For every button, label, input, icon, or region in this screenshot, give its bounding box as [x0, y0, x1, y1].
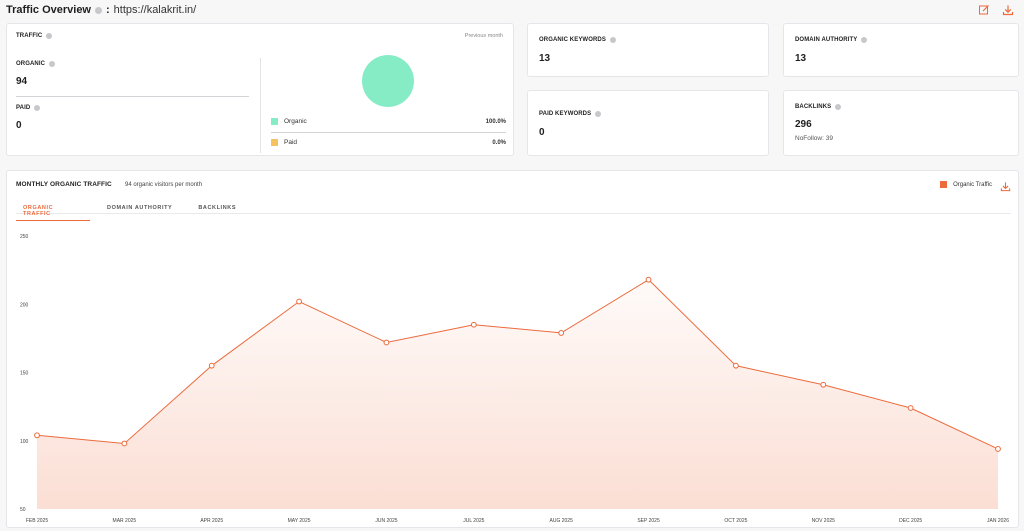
traffic-line-chart: 50 100 150 200 250 FEB 2025 MAR 2025 APR 2025 MA…	[20, 234, 1009, 524]
traffic-label: TRAFFIC	[16, 33, 53, 39]
tab-divider	[16, 213, 1011, 214]
info-icon[interactable]	[861, 37, 868, 43]
backlinks-card: BACKLINKS 296 NoFollow: 39	[783, 90, 1019, 156]
divider	[271, 132, 506, 133]
organic-label: ORGANIC	[16, 61, 56, 67]
x-tick-label: FEB 2025	[26, 518, 48, 524]
info-icon[interactable]	[609, 37, 616, 43]
data-point[interactable]	[558, 330, 565, 336]
x-tick-label: JUN 2025	[375, 518, 397, 524]
data-point[interactable]	[907, 405, 914, 411]
x-tick-label: JAN 2026	[987, 518, 1009, 524]
title-separator: :	[106, 4, 110, 16]
legend-swatch	[940, 181, 948, 188]
edit-icon[interactable]	[978, 3, 990, 15]
x-tick-label: AUG 2025	[550, 518, 574, 524]
y-tick-label: 100	[20, 439, 29, 445]
organic-keywords-value: 13	[539, 53, 551, 64]
data-point[interactable]	[820, 381, 827, 388]
x-tick-label: OCT 2025	[724, 518, 747, 524]
tab-organic-traffic[interactable]: ORGANIC TRAFFIC	[16, 204, 90, 221]
nofollow-count: NoFollow: 39	[795, 135, 833, 142]
paid-keywords-value: 0	[539, 127, 545, 138]
legend-paid-pct: 0.0%	[492, 139, 506, 146]
tab-domain-authority[interactable]: DOMAIN AUTHORITY	[107, 205, 173, 211]
info-icon[interactable]	[595, 111, 602, 117]
paid-label: PAID	[16, 105, 41, 111]
domain-url: https://kalakrit.in/	[113, 4, 197, 16]
legend-paid-name: Paid	[284, 139, 298, 146]
x-tick-label: MAY 2025	[288, 518, 311, 524]
toolbar	[978, 3, 1014, 16]
info-icon[interactable]	[835, 104, 842, 110]
y-tick-label: 200	[20, 302, 29, 308]
download-icon[interactable]	[1002, 3, 1014, 16]
page-header: Traffic Overview : https://kalakrit.in/	[6, 2, 196, 18]
backlinks-label: BACKLINKS	[795, 104, 842, 110]
paid-value: 0	[16, 120, 22, 131]
y-tick-label: 50	[20, 507, 26, 513]
x-tick-label: SEP 2025	[637, 518, 660, 524]
data-point[interactable]	[995, 446, 1001, 452]
organic-keywords-card: ORGANIC KEYWORDS 13	[527, 23, 769, 77]
monthly-traffic-card: 50 100 150 200 250 FEB 2025 MAR 2025 APR 2025 MA…	[6, 170, 1019, 528]
tab-backlinks[interactable]: BACKLINKS	[198, 205, 237, 211]
paid-swatch	[271, 139, 278, 146]
domain-authority-value: 13	[795, 53, 807, 64]
period-label: Previous month	[464, 33, 503, 39]
x-tick-label: DEC 2025	[899, 518, 922, 524]
series-area	[37, 279, 998, 509]
series-line	[36, 279, 999, 450]
paid-keywords-card: PAID KEYWORDS 0	[527, 90, 769, 156]
legend-label: Organic Traffic	[953, 181, 992, 188]
legend-organic: Organic 100.0%	[271, 118, 506, 125]
data-point[interactable]	[645, 276, 652, 283]
chart-legend[interactable]: Organic Traffic	[940, 181, 992, 188]
traffic-card: TRAFFIC Previous month ORGANIC 94 PAID 0…	[6, 23, 514, 156]
data-point[interactable]	[383, 339, 390, 346]
data-point[interactable]	[34, 432, 40, 439]
data-point[interactable]	[121, 440, 128, 447]
y-tick-label: 150	[20, 371, 29, 377]
download-icon[interactable]	[1000, 179, 1011, 192]
info-icon[interactable]	[49, 61, 56, 67]
y-tick-label: 250	[20, 234, 29, 240]
data-point[interactable]	[470, 321, 477, 328]
organic-value: 94	[16, 76, 28, 87]
page-title: Traffic Overview	[6, 4, 91, 16]
legend-organic-pct: 100.0%	[485, 118, 506, 125]
monthly-label: MONTHLY ORGANIC TRAFFIC	[16, 181, 112, 188]
info-icon[interactable]	[46, 33, 53, 39]
vertical-divider	[260, 58, 261, 153]
divider	[16, 96, 249, 97]
info-icon[interactable]	[34, 105, 41, 111]
monthly-subtitle: 94 organic visitors per month	[125, 182, 203, 188]
organic-swatch	[271, 118, 278, 125]
x-tick-label: JUL 2025	[463, 518, 484, 524]
x-tick-label: APR 2025	[200, 518, 223, 524]
domain-authority-card: DOMAIN AUTHORITY 13	[783, 23, 1019, 77]
legend-organic-name: Organic	[284, 118, 307, 125]
domain-authority-label: DOMAIN AUTHORITY	[795, 37, 868, 43]
info-icon[interactable]	[95, 6, 102, 14]
traffic-pie-chart[interactable]	[362, 55, 414, 107]
data-point[interactable]	[296, 298, 302, 305]
x-tick-label: NOV 2025	[812, 518, 836, 524]
organic-keywords-label: ORGANIC KEYWORDS	[539, 37, 616, 43]
backlinks-value: 296	[795, 119, 812, 130]
data-point[interactable]	[208, 362, 215, 369]
x-tick-label: MAR 2025	[113, 518, 137, 524]
paid-keywords-label: PAID KEYWORDS	[539, 111, 602, 117]
data-point[interactable]	[733, 362, 739, 369]
legend-paid: Paid 0.0%	[271, 139, 506, 146]
chart-tabs: ORGANIC TRAFFIC DOMAIN AUTHORITY BACKLIN…	[16, 204, 236, 221]
